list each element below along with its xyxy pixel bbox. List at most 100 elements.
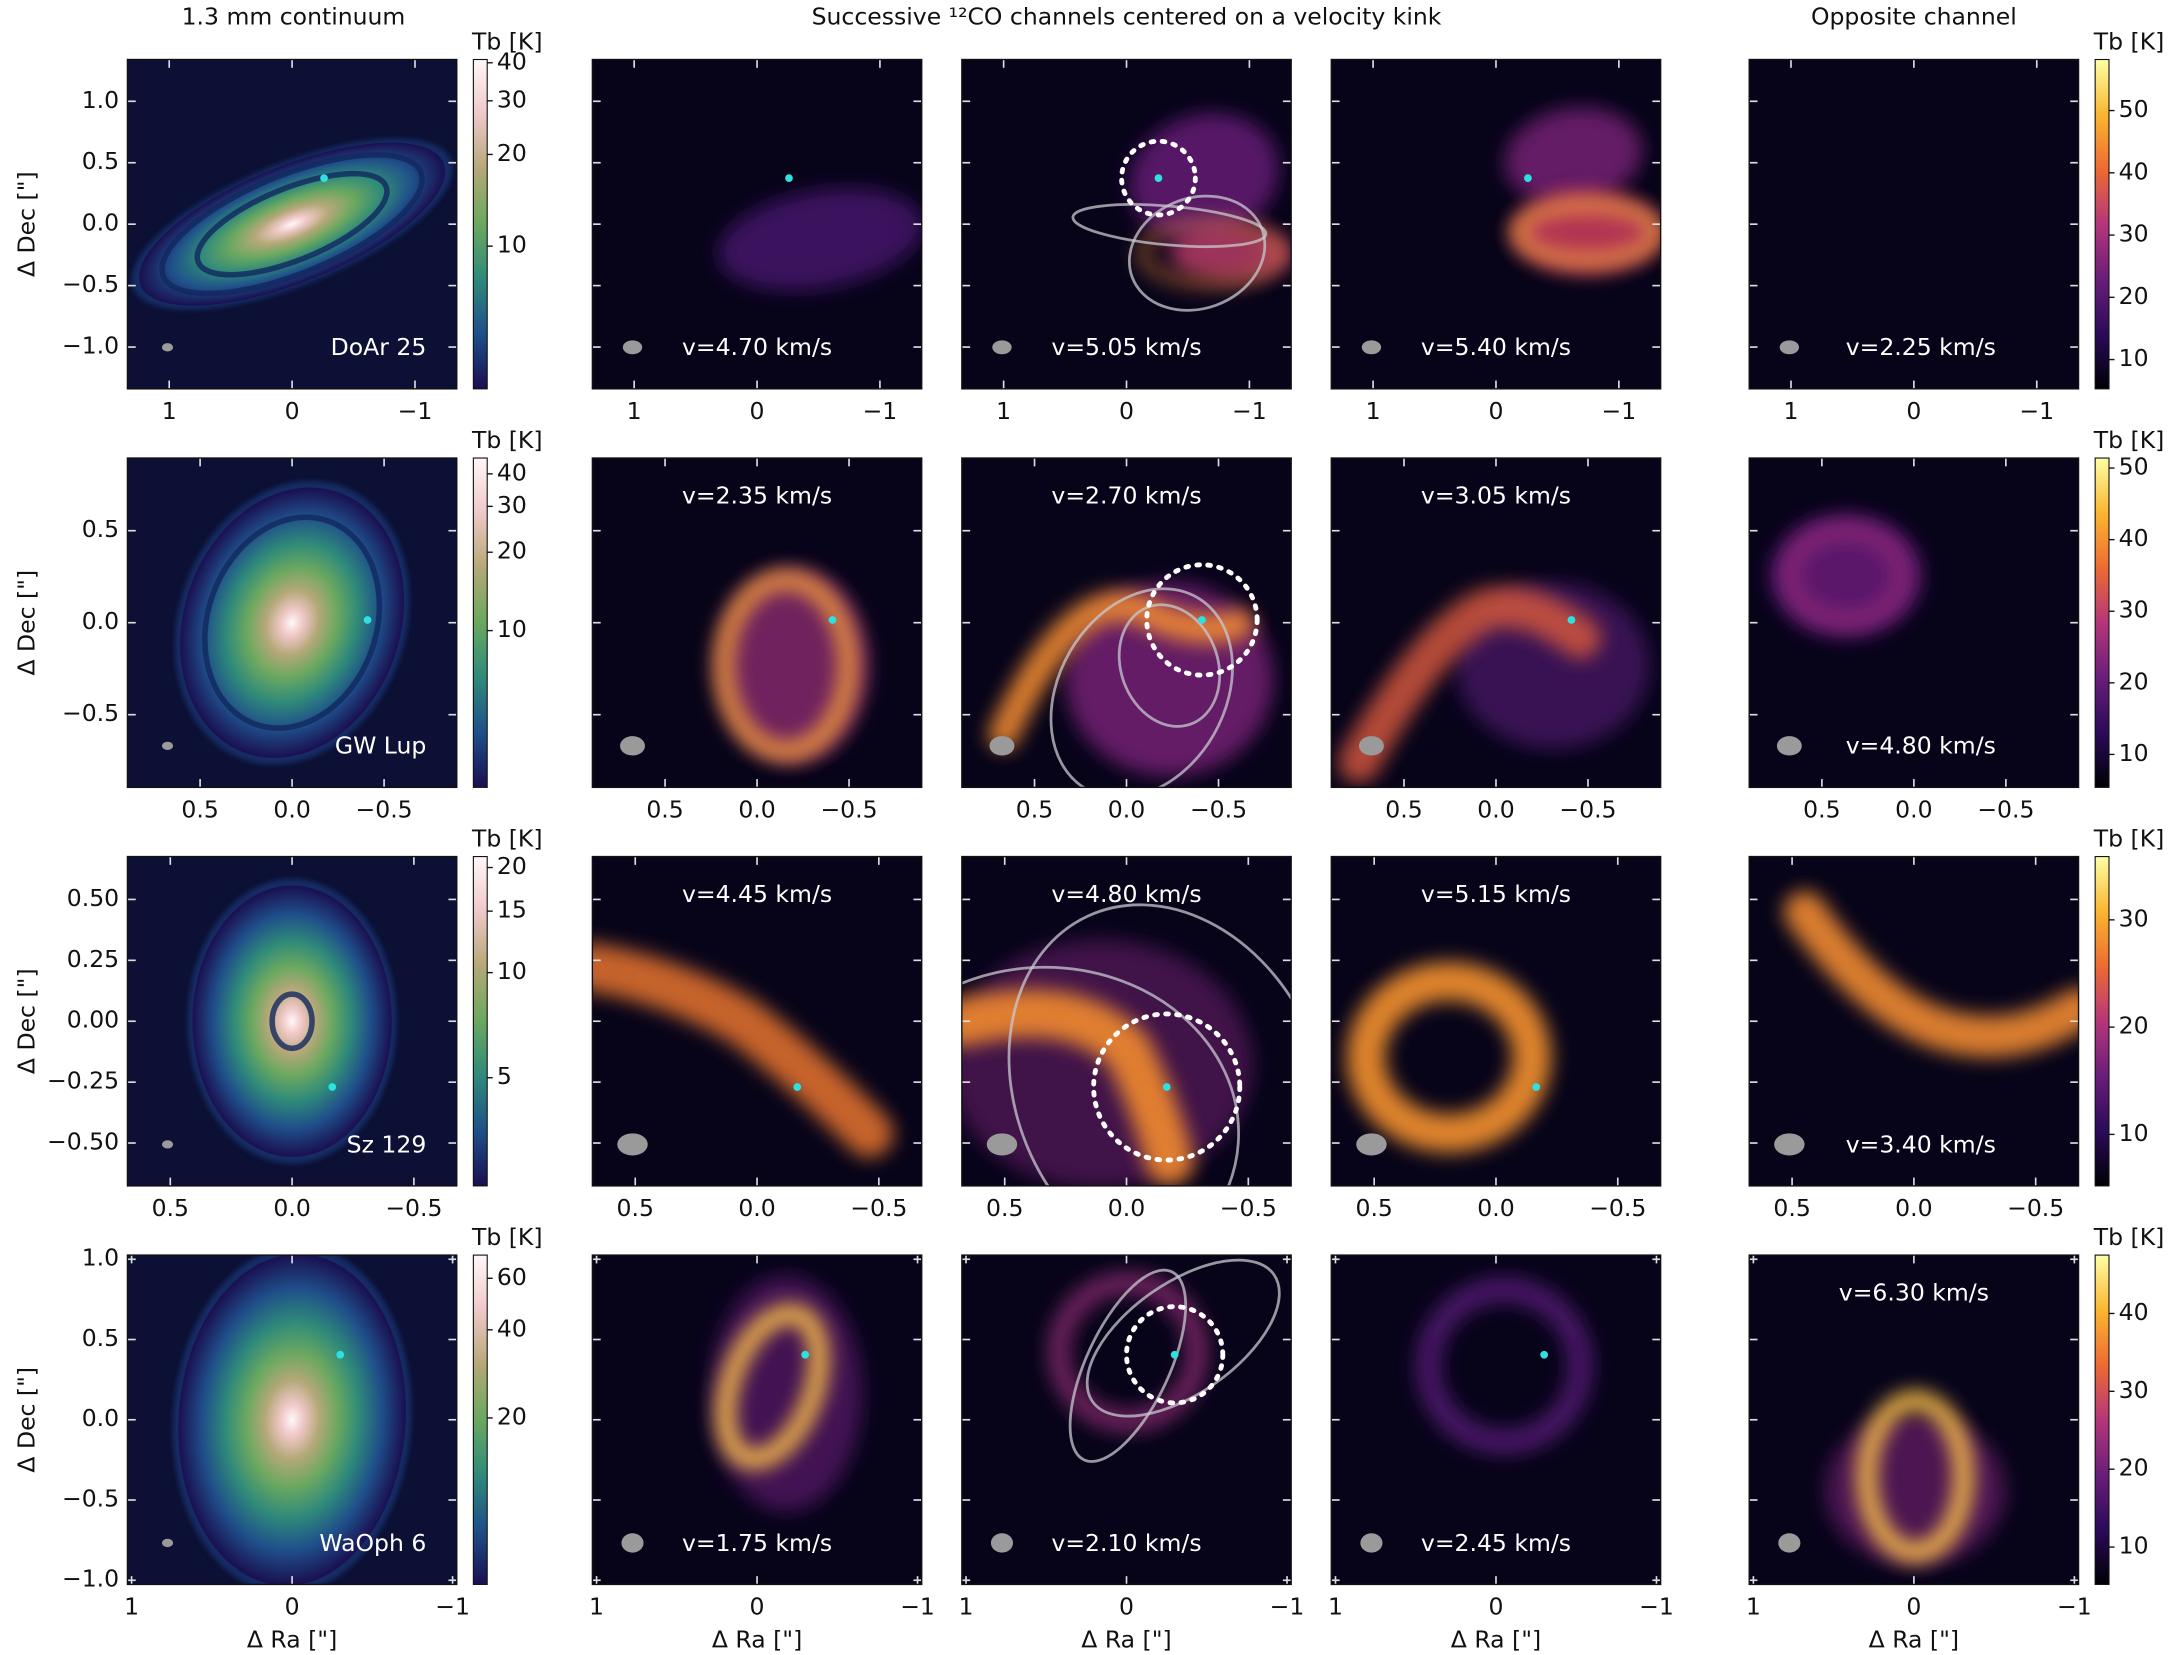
kink-marker [1198, 616, 1206, 624]
emission [592, 943, 894, 1158]
colorbar-tick-label: 10 [2119, 739, 2149, 767]
emission [1047, 1271, 1209, 1433]
emission [1338, 586, 1602, 784]
beam [1774, 1133, 1805, 1156]
x-tick-label: −1 [1639, 1592, 1674, 1620]
kink-marker [1567, 616, 1576, 624]
x-tick-label: 0.5 [181, 795, 218, 823]
colorbar-tick-label: 30 [497, 491, 527, 519]
beam [1361, 340, 1382, 355]
disk-gap [269, 991, 315, 1052]
velocity-label: v=4.80 km/s [1846, 732, 1996, 760]
colorbar-label: Tb [K] [2093, 1223, 2165, 1251]
x-tick-label: −1 [1232, 397, 1267, 425]
panel [1331, 856, 1661, 1186]
x-tick-label: 1 [996, 397, 1011, 425]
x-tick-label: −0.5 [385, 1194, 442, 1222]
x-tick-label: 0.0 [1477, 1194, 1514, 1222]
x-tick-label: 1 [959, 1592, 974, 1620]
x-tick-label: 1 [1366, 397, 1381, 425]
kink-marker [1162, 1083, 1171, 1091]
x-axis-label: Δ Ra ["] [1451, 1626, 1541, 1654]
source-name: WaOph 6 [319, 1529, 426, 1557]
x-axis-label: Δ Ra ["] [1869, 1626, 1959, 1654]
x-tick-label: −0.5 [2007, 1194, 2064, 1222]
panel-frame [126, 457, 458, 789]
emission [1783, 524, 1909, 627]
x-tick-label: 0 [285, 397, 300, 425]
y-tick-label: −0.25 [47, 1067, 119, 1095]
beam [1360, 1533, 1383, 1553]
x-tick-label: 0.0 [1895, 1194, 1932, 1222]
panel-background [1331, 1255, 1661, 1585]
colorbar [2094, 58, 2110, 390]
beam [162, 741, 174, 751]
disk-gap [202, 514, 383, 731]
x-tick-label: −1 [398, 397, 433, 425]
velocity-label: v=2.35 km/s [682, 481, 832, 509]
emission [1137, 218, 1285, 288]
y-tick-label: −0.5 [62, 699, 119, 727]
velocity-label: v=2.45 km/s [1421, 1529, 1571, 1557]
model-curve [961, 965, 1240, 1186]
y-tick-label: −0.5 [62, 1485, 119, 1513]
source-name: Sz 129 [347, 1130, 427, 1158]
beam [621, 1533, 644, 1553]
velocity-label: v=5.05 km/s [1051, 333, 1201, 361]
panel-background [1749, 59, 2079, 389]
beam [1358, 736, 1384, 756]
x-tick-label: 1 [1328, 1592, 1343, 1620]
x-tick-label: 1 [627, 397, 642, 425]
x-tick-label: 0.0 [1895, 795, 1932, 823]
panel-frame [1330, 58, 1662, 390]
panel-frame [126, 1254, 458, 1586]
panel-frame [1748, 457, 2080, 789]
x-tick-label: 0 [285, 1592, 300, 1620]
colorbar-tick-label: 20 [2119, 1012, 2149, 1040]
panel [1749, 458, 2079, 788]
emission [988, 590, 1254, 751]
x-tick-label: 0.5 [646, 795, 683, 823]
x-tick-label: −0.5 [850, 1194, 907, 1222]
velocity-label: v=5.15 km/s [1421, 880, 1571, 908]
column-title: Opposite channel [1811, 2, 2017, 30]
x-axis-label: Δ Ra ["] [247, 1626, 337, 1654]
y-axis-label: Δ Dec ["] [12, 570, 40, 676]
x-tick-label: 0.5 [617, 1194, 654, 1222]
kink-circle [1144, 562, 1260, 678]
panel [1749, 59, 2079, 389]
colorbar-label: Tb [K] [471, 426, 543, 454]
colorbar-tick-label: 10 [497, 231, 527, 259]
x-tick-label: 0.5 [152, 1194, 189, 1222]
colorbar-tick-label: 40 [2119, 524, 2149, 552]
panel-frame [1330, 855, 1662, 1187]
colorbar-tick-label: 30 [2119, 220, 2149, 248]
model-curve [1068, 1268, 1188, 1463]
colorbar-tick-label: 10 [2119, 1119, 2149, 1147]
beam [162, 1538, 174, 1548]
panel [127, 59, 457, 389]
panel [127, 458, 457, 788]
beam [620, 736, 645, 756]
x-tick-label: 0.5 [1355, 1194, 1392, 1222]
colorbar-tick-label: 10 [497, 615, 527, 643]
panel-frame [591, 457, 923, 789]
colorbar-tick-label: 20 [497, 139, 527, 167]
y-tick-label: −0.5 [62, 270, 119, 298]
x-tick-label: −1 [2019, 397, 2054, 425]
x-tick-label: 0.0 [1477, 795, 1514, 823]
velocity-label: v=6.30 km/s [1839, 1278, 1989, 1306]
x-tick-label: 0 [750, 1592, 765, 1620]
beam [162, 1140, 174, 1149]
colorbar-tick-label: 10 [2119, 1532, 2149, 1560]
colorbar-tick-label: 15 [497, 896, 527, 924]
colorbar-tick-label: 30 [2119, 1376, 2149, 1404]
panel [1331, 1255, 1661, 1585]
x-tick-label: −1 [1270, 1592, 1305, 1620]
model-curve [1085, 1258, 1281, 1418]
beam [1776, 736, 1802, 756]
x-tick-label: 1 [1784, 397, 1799, 425]
model-curve [1049, 587, 1234, 788]
kink-marker [1540, 1350, 1549, 1359]
